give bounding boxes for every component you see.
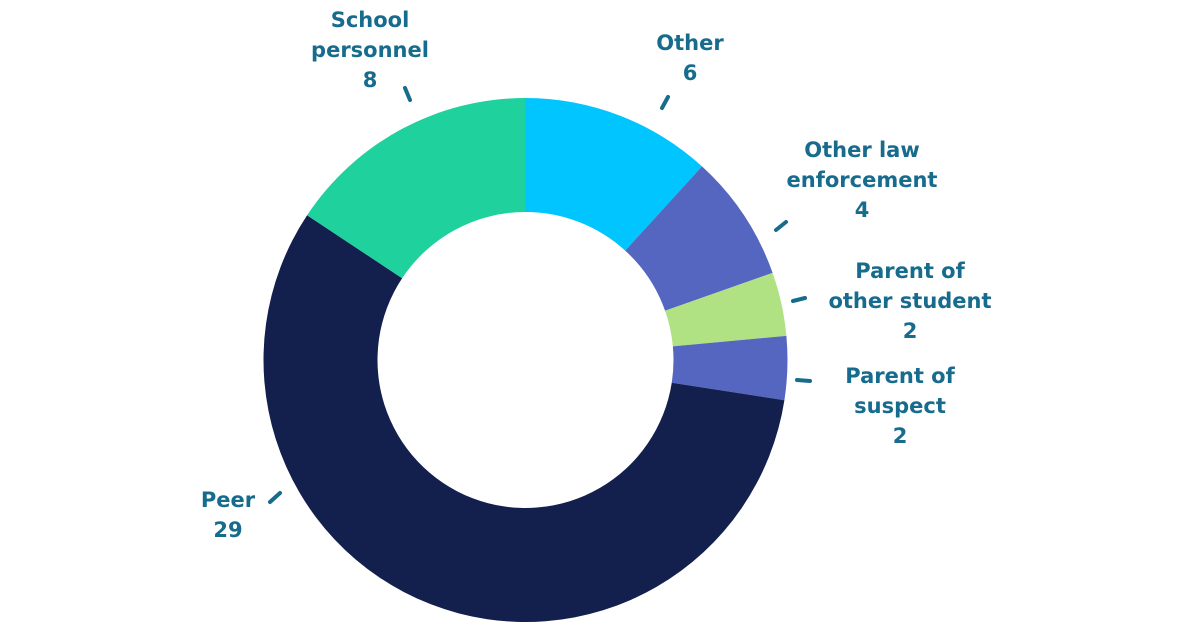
slice-label: Parent of suspect 2 (835, 361, 965, 451)
category-label: Parent of other student (828, 259, 992, 313)
donut-slice (263, 215, 785, 622)
leader-line (660, 95, 670, 110)
leader-line (403, 86, 412, 102)
value-label: 4 (854, 198, 870, 222)
value-label: 29 (213, 518, 243, 542)
value-label: 2 (902, 319, 918, 343)
value-label: 8 (362, 68, 378, 92)
donut-slice (307, 98, 526, 279)
donut-slice (671, 335, 788, 401)
category-label: Other (656, 31, 724, 55)
category-label: School personnel (311, 8, 429, 62)
slice-label: Other 6 (630, 28, 750, 88)
slice-label: Peer 29 (183, 485, 273, 545)
leader-line (774, 220, 788, 232)
slice-label: Other law enforcement 4 (777, 135, 947, 225)
category-label: Peer (200, 488, 256, 512)
leader-line (795, 378, 812, 383)
donut-slice (525, 98, 703, 251)
slice-label: School personnel 8 (300, 5, 440, 95)
leader-line (791, 296, 807, 303)
category-label: Parent of suspect (845, 364, 955, 418)
value-label: 6 (682, 61, 698, 85)
leader-line (268, 491, 282, 504)
slice-label: Parent of other student 2 (820, 256, 1000, 346)
donut-slice (625, 166, 773, 311)
value-label: 2 (892, 424, 908, 448)
donut-slice (665, 272, 787, 347)
category-label: Other law enforcement (786, 138, 938, 192)
